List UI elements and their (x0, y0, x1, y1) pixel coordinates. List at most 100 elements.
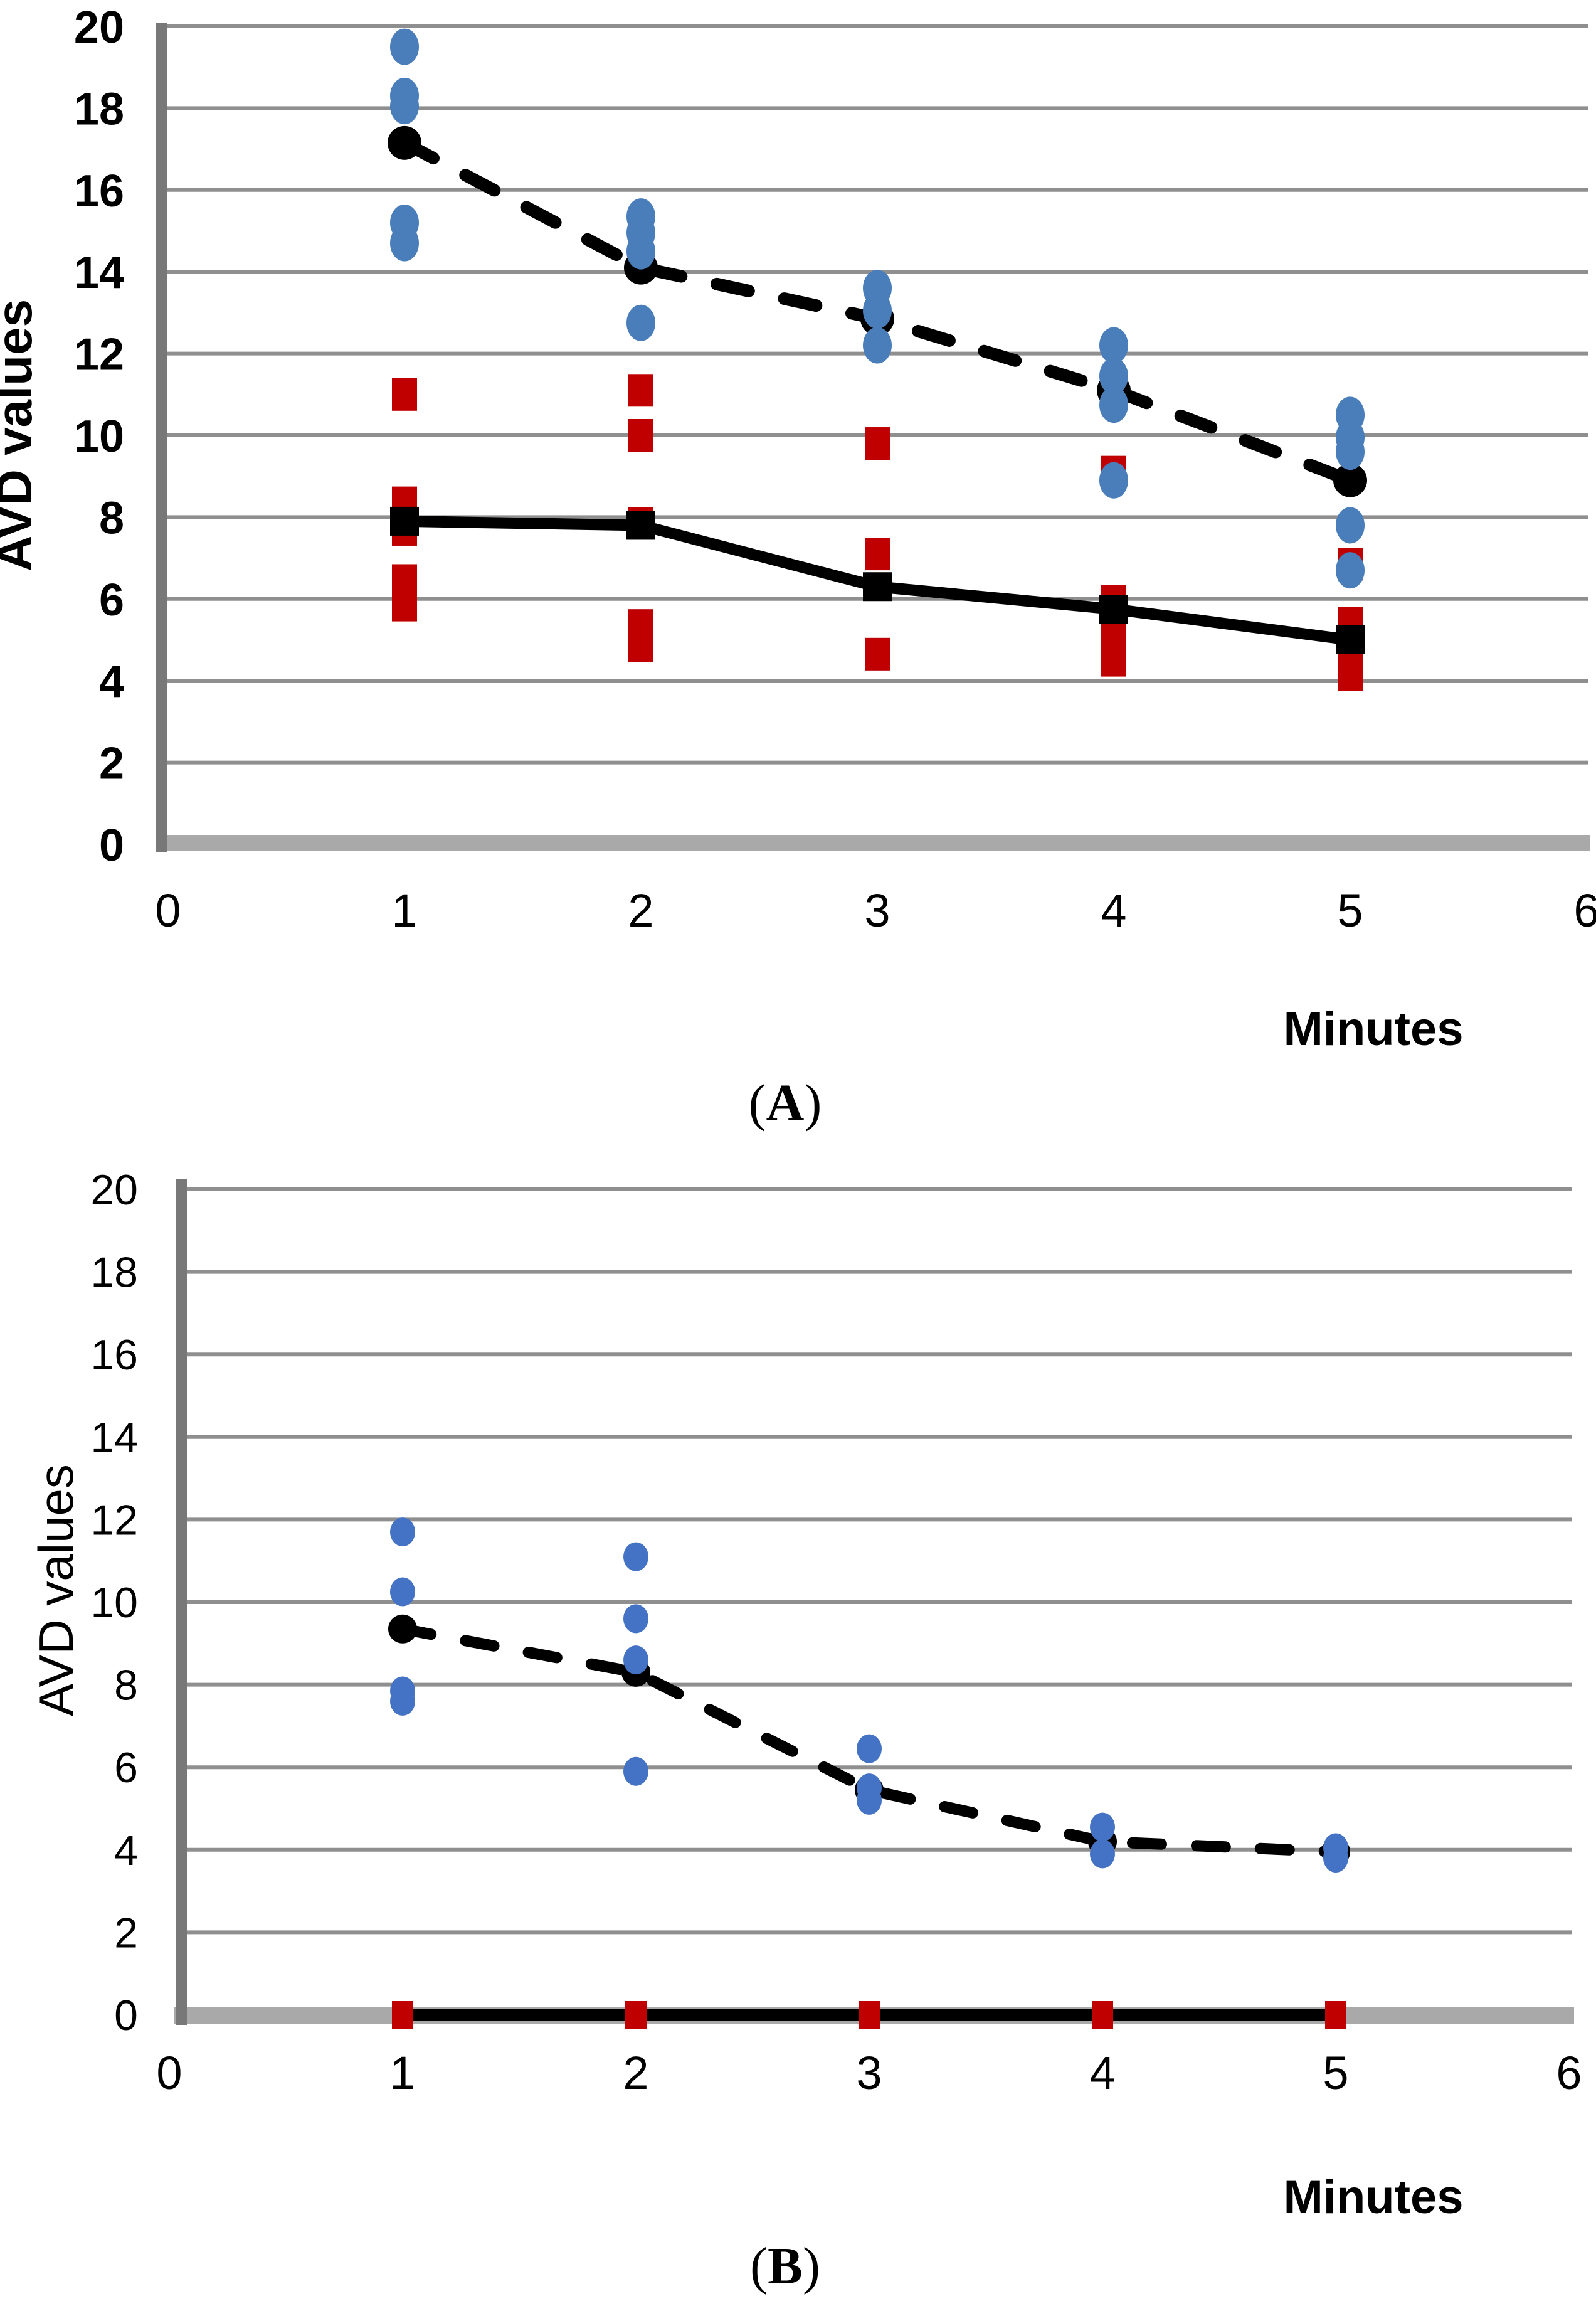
x-tick-label: 4 (1089, 2047, 1115, 2099)
blue-individual-values-point (623, 1645, 648, 1675)
y-axis-title: AVD values (0, 299, 42, 571)
red-mean-solid-point (626, 511, 655, 540)
blue-individual-values-point (1099, 358, 1128, 395)
blue-individual-values-point (857, 1734, 882, 1763)
x-tick-label: 2 (628, 885, 653, 937)
panel-caption: (B) (750, 2237, 820, 2295)
red-individual-values-point (625, 2001, 647, 2029)
red-individual-values-point (628, 419, 653, 452)
panel-caption: (A) (749, 1074, 822, 1132)
x-axis-line (163, 835, 1590, 851)
x-tick-label: 0 (155, 885, 181, 937)
blue-individual-values-point (1090, 1812, 1115, 1842)
x-tick-label: 5 (1323, 2047, 1348, 2099)
y-tick-label: 10 (74, 412, 124, 462)
y-tick-label: 6 (99, 575, 124, 625)
blue-mean-dashed-point (388, 125, 421, 160)
series-blue-individual-values (390, 28, 1365, 589)
y-tick-label: 18 (74, 84, 124, 134)
blue-individual-values-point (863, 292, 892, 329)
series-red-individual-values (392, 2001, 1346, 2029)
y-tick-label: 16 (90, 1331, 138, 1379)
y-tick-label: 12 (90, 1496, 138, 1544)
x-tick-label: 0 (156, 2047, 182, 2099)
x-tick-label: 1 (389, 2047, 415, 2099)
y-axis-line (156, 23, 167, 852)
y-tick-label: 18 (90, 1249, 138, 1297)
y-tick-label: 4 (99, 657, 124, 707)
y-axis-title: AVD values (28, 1464, 83, 1716)
blue-individual-values-point (390, 1577, 415, 1607)
blue-individual-values-point (1090, 1839, 1115, 1869)
y-tick-label: 0 (114, 1992, 138, 2039)
red-individual-values-point (1325, 2001, 1346, 2029)
y-tick-label: 8 (99, 493, 124, 543)
gridlines (184, 1187, 1572, 1935)
blue-individual-values-point (623, 1756, 648, 1786)
blue-individual-values-point (390, 1517, 415, 1547)
y-tick-label: 16 (74, 166, 124, 216)
x-tick-label: 1 (391, 885, 417, 937)
blue-individual-values-point (857, 1785, 882, 1815)
blue-individual-values-point (1336, 552, 1365, 589)
red-individual-values-point (865, 637, 890, 671)
blue-individual-values-point (623, 1604, 648, 1634)
red-individual-values-point (1101, 644, 1126, 677)
y-tick-label: 2 (114, 1909, 138, 1957)
blue-individual-values-point (1099, 327, 1128, 364)
red-individual-values-point (865, 538, 890, 571)
blue-individual-values-point (390, 225, 419, 262)
y-tick-label: 20 (74, 3, 124, 53)
x-tick-label: 6 (1556, 2047, 1582, 2099)
blue-individual-values-point (863, 327, 892, 364)
x-tick-label: 5 (1337, 885, 1363, 937)
red-individual-values-point (1092, 2001, 1113, 2029)
series-red-mean-solid (390, 506, 1365, 654)
y-tick-label: 8 (114, 1662, 138, 1709)
blue-individual-values-point (623, 1542, 648, 1571)
x-tick-label: 3 (856, 2047, 882, 2099)
caption-paren-close: ) (803, 2237, 820, 2295)
x-axis-title: Minutes (1283, 1002, 1463, 1056)
red-individual-values-point (392, 378, 417, 411)
y-tick-label: 6 (114, 1744, 138, 1792)
blue-individual-values-point (390, 1686, 415, 1716)
red-mean-solid-point (390, 506, 419, 536)
y-tick-label: 10 (90, 1579, 138, 1627)
blue-individual-values-point (626, 304, 655, 341)
red-mean-solid-point (1099, 595, 1128, 624)
x-tick-label: 2 (623, 2047, 648, 2099)
y-tick-label: 14 (90, 1414, 138, 1462)
caption-letter: A (766, 1074, 805, 1132)
blue-mean-dashed-line (397, 1623, 1341, 1858)
red-individual-values-point (1338, 658, 1363, 691)
caption-paren-open: ( (750, 2237, 768, 2295)
x-tick-label: 4 (1101, 885, 1126, 937)
blue-individual-values-point (1323, 1843, 1348, 1873)
red-individual-values-point (628, 629, 653, 662)
y-tick-label: 2 (99, 739, 124, 789)
y-axis-line (176, 1179, 187, 2025)
y-tick-label: 12 (74, 330, 124, 380)
series-red-individual-values (392, 374, 1363, 691)
caption-paren-close: ) (804, 1074, 822, 1132)
x-tick-label: 3 (864, 885, 890, 937)
red-individual-values-point (392, 588, 417, 622)
red-individual-values-point (859, 2001, 880, 2029)
blue-individual-values-point (1099, 386, 1128, 423)
y-tick-label: 20 (90, 1166, 138, 1214)
y-tick-label: 0 (99, 821, 124, 871)
red-individual-values-point (865, 427, 890, 460)
caption-paren-open: ( (749, 1074, 766, 1132)
y-tick-label: 14 (74, 248, 124, 298)
blue-individual-values-point (1099, 462, 1128, 499)
series-blue-individual-values (390, 1517, 1348, 1873)
blue-individual-values-point (1336, 433, 1365, 470)
blue-mean-dashed-point (1333, 463, 1367, 497)
blue-individual-values-point (390, 28, 419, 65)
red-individual-values-point (628, 374, 653, 407)
blue-individual-values-point (1336, 507, 1365, 544)
